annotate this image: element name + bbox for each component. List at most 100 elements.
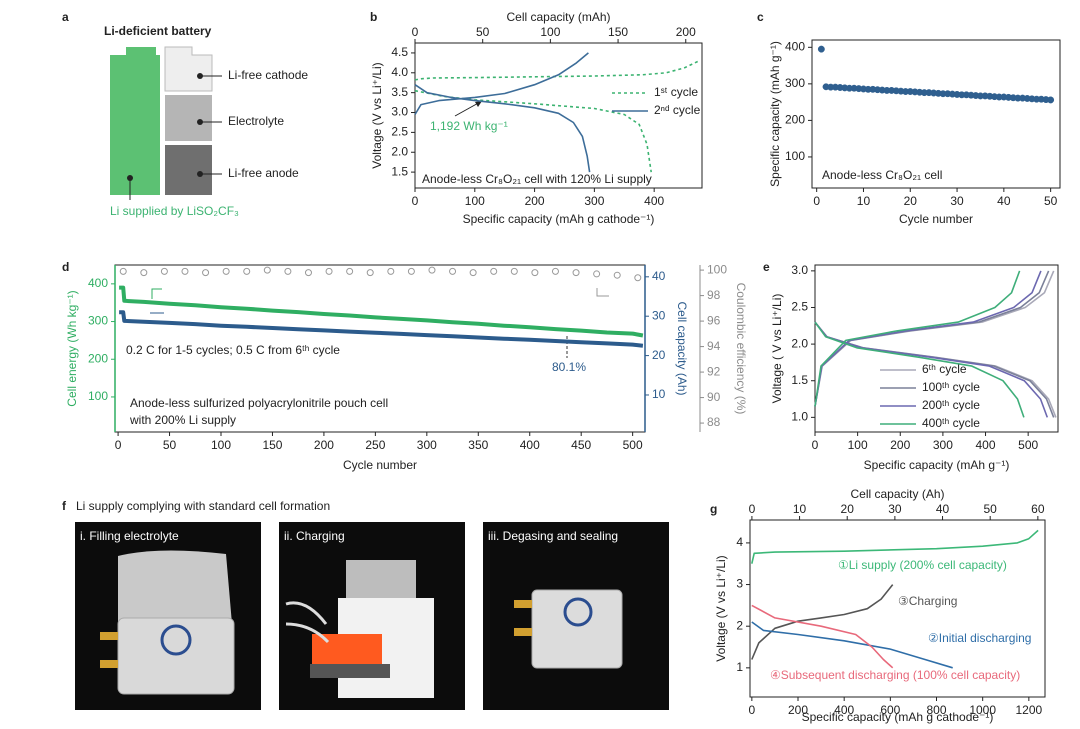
data-point: [510, 267, 518, 275]
data-point: [263, 266, 271, 274]
x-tick-label: 40: [997, 194, 1011, 208]
x-tick-label: 300: [584, 194, 604, 208]
electrolyte: [165, 95, 212, 141]
x2-tick-label: 50: [476, 25, 490, 39]
x-tick-label: 200: [314, 438, 334, 452]
arrow: [596, 288, 609, 297]
data-point: [817, 45, 825, 53]
legend-label: 2ⁿᵈ cycle: [654, 103, 701, 117]
y3-tick-label: 96: [707, 313, 721, 327]
legend-label: 100ᵗʰ cycle: [922, 380, 980, 394]
x-tick-label: 300: [417, 438, 437, 452]
annotation: 1,192 Wh kg⁻¹: [430, 119, 508, 133]
plot-frame: [414, 42, 703, 189]
y-tick-label: 2.0: [391, 144, 408, 158]
label: Li-free anode: [228, 166, 299, 180]
x-tick-label: 0: [813, 194, 820, 208]
x-tick-label: 1000: [969, 703, 996, 717]
x-tick-label: 500: [1018, 438, 1038, 452]
panel-letter: a: [62, 10, 69, 24]
annotation: with 200% Li supply: [129, 413, 236, 427]
series-label: ②Initial discharging: [928, 631, 1031, 645]
x-tick-label: 50: [163, 438, 177, 452]
x-tick-label: 0: [812, 438, 819, 452]
x-tick-label: 400: [644, 194, 664, 208]
panel-letter: f: [62, 499, 67, 513]
data-point: [469, 269, 477, 277]
annotation: Anode-less sulfurized polyacrylonitrile …: [130, 396, 388, 410]
x-tick-label: 0: [749, 703, 756, 717]
diagram-title: Li-deficient battery: [104, 24, 212, 38]
x-tick-label: 0: [115, 438, 122, 452]
y-tick-label: 300: [785, 76, 805, 90]
x-axis-label: Cycle number: [899, 212, 973, 226]
x2-tick-label: 150: [608, 25, 628, 39]
x-tick-label: 450: [571, 438, 591, 452]
annotation: Anode-less Cr₈O₂₁ cell with 120% Li supp…: [422, 172, 652, 186]
x-tick-label: 50: [1044, 194, 1058, 208]
cathode: [164, 46, 213, 92]
y-tick-label: 400: [88, 276, 108, 290]
data-point: [407, 267, 415, 275]
data-point: [284, 267, 292, 275]
x-tick-label: 250: [365, 438, 385, 452]
y3-tick-label: 98: [707, 288, 721, 302]
y-tick-label: 4.0: [391, 65, 408, 79]
x-axis-label: Specific capacity (mAh g⁻¹): [864, 458, 1010, 472]
photo: iii. Degasing and sealing: [483, 522, 669, 710]
label: Electrolyte: [228, 114, 284, 128]
data-point: [140, 269, 148, 277]
x-tick-label: 100: [211, 438, 231, 452]
data-line: [118, 285, 644, 338]
x2-tick-label: 10: [793, 502, 807, 516]
data-line: [814, 270, 1025, 418]
y3-tick-label: 94: [707, 339, 721, 353]
data-point: [593, 270, 601, 278]
data-point: [346, 267, 354, 275]
y-axis-label: Voltage (V vs Li⁺/Li): [714, 555, 728, 661]
y-tick-label: 1.5: [391, 164, 408, 178]
y2-tick-label: 40: [652, 269, 666, 283]
x-axis-label: Specific capacity (mAh g cathode⁻¹): [463, 212, 655, 226]
series-label: ①Li supply (200% cell capacity): [838, 558, 1007, 572]
panel-letter: g: [710, 502, 717, 516]
panel-title: Li supply complying with standard cell f…: [76, 499, 330, 513]
data-line: [751, 584, 894, 660]
y2-tick-label: 20: [652, 348, 666, 362]
x-tick-label: 100: [465, 194, 485, 208]
legend-label: 1ˢᵗ cycle: [654, 85, 698, 99]
y-tick-label: 1.0: [791, 410, 808, 424]
y-tick-label: 100: [785, 149, 805, 163]
x-tick-label: 600: [880, 703, 900, 717]
y3-axis-label: Coulombic efficiency (%): [734, 283, 748, 415]
panel-letter: c: [757, 10, 764, 24]
y-tick-label: 3.5: [391, 85, 408, 99]
data-point: [387, 267, 395, 275]
data-line: [414, 60, 700, 173]
y-tick-label: 2: [736, 618, 743, 632]
leader-dots: [127, 73, 203, 181]
data-point: [449, 267, 457, 275]
plot-frame: [749, 519, 1046, 698]
y-tick-label: 2.0: [791, 336, 808, 350]
x2-tick-label: 50: [984, 502, 998, 516]
x-axis-label: Cycle number: [343, 458, 417, 472]
x-tick-label: 200: [788, 703, 808, 717]
data-point: [119, 267, 127, 275]
x2-tick-label: 200: [676, 25, 696, 39]
x2-axis-label: Cell capacity (mAh): [506, 10, 610, 24]
data-point: [202, 269, 210, 277]
x2-tick-label: 40: [936, 502, 950, 516]
data-line: [414, 52, 591, 173]
arrow: [151, 288, 162, 299]
annotation: 80.1%: [552, 360, 586, 374]
y-tick-label: 1: [736, 660, 743, 674]
y-tick-label: 1.5: [791, 373, 808, 387]
y3-tick-label: 88: [707, 415, 721, 429]
data-point: [304, 269, 312, 277]
x-tick-label: 0: [412, 194, 419, 208]
legend-label: 6ᵗʰ cycle: [922, 362, 967, 376]
y-axis-label: Cell energy (Wh kg⁻¹): [65, 290, 79, 406]
